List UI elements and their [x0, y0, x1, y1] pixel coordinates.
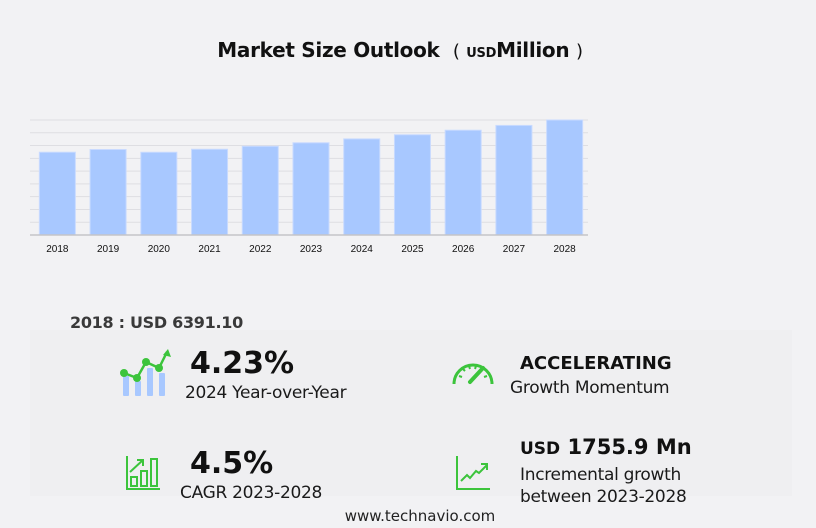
- title-open-paren: (: [452, 41, 460, 62]
- yoy-label: 2024 Year-over-Year: [185, 383, 347, 403]
- incremental-value: USD 1755.9 Mn: [520, 435, 692, 459]
- momentum-label: Growth Momentum: [510, 378, 670, 398]
- x-tick-label: 2026: [452, 244, 475, 255]
- base-year-value: 2018 : USD 6391.10: [70, 313, 243, 332]
- title-unit-small: USD: [466, 46, 497, 61]
- x-tick-label: 2019: [97, 244, 120, 255]
- bar-2026: [444, 129, 482, 236]
- x-tick-label: 2021: [198, 244, 221, 255]
- x-tick-label: 2025: [401, 244, 424, 255]
- cagr-label: CAGR 2023-2028: [180, 483, 323, 503]
- x-tick-label: 2028: [554, 244, 577, 255]
- x-tick-label: 2018: [46, 244, 69, 255]
- incremental-label-line2: between 2023-2028: [520, 487, 687, 507]
- yoy-value: 4.23%: [190, 346, 295, 381]
- bar-2028: [546, 119, 584, 236]
- incremental-label-line1: Incremental growth: [520, 465, 681, 485]
- title-close-paren: ): [575, 41, 583, 62]
- bar-2024: [343, 138, 381, 236]
- incremental-prefix: USD: [520, 439, 561, 459]
- trend-line-icon: [456, 456, 490, 490]
- footer-url: www.technavio.com: [344, 507, 496, 525]
- bar-2023: [292, 142, 330, 236]
- x-tick-label: 2023: [300, 244, 323, 255]
- speedometer-icon: [452, 363, 494, 385]
- title-unit: Million: [496, 38, 570, 62]
- title-main: Market Size Outlook: [217, 38, 440, 62]
- bar-2025: [393, 134, 431, 236]
- bar-2020: [140, 151, 178, 236]
- bar-2021: [191, 148, 229, 236]
- x-tick-label: 2022: [249, 244, 272, 255]
- chart-title: Market Size Outlook ( USDMillion ): [0, 38, 800, 62]
- growth-chart-icon: [120, 349, 171, 396]
- bar-2022: [241, 145, 279, 236]
- bar-2027: [495, 124, 533, 236]
- bar-growth-icon: [126, 456, 160, 490]
- bar-chart: 2018 2019 2020 2021 2022 2023 2024 2025 2026 2027…: [30, 119, 588, 255]
- bar-2018: [38, 151, 76, 236]
- incremental-amount: 1755.9 Mn: [567, 435, 692, 459]
- x-tick-label: 2027: [503, 244, 526, 255]
- x-tick-label: 2020: [148, 244, 171, 255]
- x-tick-label: 2024: [351, 244, 374, 255]
- bar-2019: [89, 149, 127, 236]
- momentum-value: ACCELERATING: [520, 353, 672, 374]
- cagr-value: 4.5%: [190, 446, 274, 481]
